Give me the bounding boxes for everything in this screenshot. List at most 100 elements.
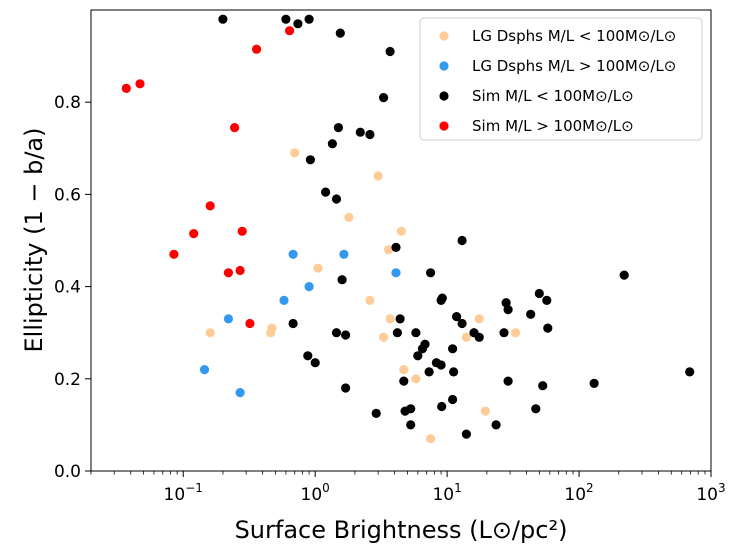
data-point-s2 [420,339,430,349]
y-axis-label: Ellipticity (1 − b/a) [20,128,48,353]
data-point-s0 [344,212,354,222]
data-point-s2 [355,127,365,137]
data-point-s0 [510,328,521,338]
data-point-s3 [252,44,262,54]
data-point-s0 [411,374,421,384]
data-point-s2 [531,404,541,414]
data-point-s2 [304,14,314,24]
data-point-s2 [685,367,695,377]
data-point-s2 [474,332,484,342]
data-point-s2 [327,139,337,149]
data-point-s2 [503,305,513,315]
data-point-s1 [199,365,210,375]
legend-box [419,17,703,141]
data-point-s2 [413,351,423,361]
x-tick-label: 100 [301,481,330,505]
data-point-s2 [452,312,462,322]
data-point-s2 [461,429,471,439]
data-point-s2 [341,330,351,340]
data-point-s2 [589,378,599,388]
x-tick-label: 102 [564,481,593,505]
y-tick-label: 0.2 [54,370,81,390]
data-point-s2 [406,404,416,414]
data-point-s2 [379,93,389,103]
data-point-s0 [373,171,383,181]
data-point-s2 [218,14,228,24]
data-point-s2 [337,275,347,285]
data-point-s2 [406,420,416,430]
legend-label: Sim M/L < 100M⊙/L⊙ [472,87,634,105]
data-point-s3 [230,123,240,133]
y-tick-label: 0.8 [54,93,81,113]
data-point-s2 [543,323,553,333]
legend: LG Dsphs M/L < 100M⊙/L⊙ LG Dsphs M/L > 10… [419,17,703,141]
y-axis: 0.0 0.2 0.4 0.6 0.8 [54,93,91,482]
data-point-s2 [310,358,320,368]
data-point-s0 [399,365,409,375]
data-point-s0 [385,314,395,324]
data-point-s2 [333,123,343,133]
data-point-s2 [503,376,513,386]
data-point-s0 [461,332,471,342]
plot-frame [90,9,712,472]
data-point-s0 [480,406,490,416]
data-point-s2 [457,318,467,329]
data-point-s3 [205,201,215,211]
data-point-s2 [305,155,315,165]
data-point-s2 [281,14,291,24]
data-point-s1 [339,249,349,259]
data-point-s2 [399,376,409,386]
data-point-s2 [331,194,342,204]
data-point-s2 [542,295,552,305]
data-point-s2 [449,367,459,377]
y-tick-label: 0.4 [54,278,81,298]
data-point-s3 [245,318,255,329]
x-tick-label: 10−1 [164,481,203,505]
data-point-s0 [474,314,484,324]
data-point-s2 [331,328,342,338]
legend-marker [439,91,449,101]
y-tick-label: 0.0 [54,462,81,482]
data-point-s3 [285,26,295,36]
data-point-s0 [396,226,406,236]
data-point-s2 [501,298,511,308]
x-tick-label: 101 [432,481,461,505]
x-tick-label: 103 [696,481,725,505]
points-layer [121,14,695,444]
data-point-s2 [303,351,313,361]
data-point-s2 [411,328,421,338]
data-point-s2 [499,328,509,338]
x-axis-label: Surface Brightness (L⊙/pc²) [235,516,568,544]
data-point-s2 [619,270,629,280]
data-point-s2 [392,328,402,338]
data-point-s0 [267,323,277,333]
x-axis: 10−1 100 101 102 103 [90,471,726,505]
data-point-s1 [279,295,289,305]
data-point-s2 [437,293,447,303]
data-point-s2 [526,309,536,319]
data-point-s1 [223,314,233,324]
data-point-s3 [237,226,247,236]
data-point-s3 [235,265,245,276]
data-point-s2 [293,19,303,29]
data-point-s3 [189,229,199,239]
data-point-s2 [457,235,467,246]
data-point-s2 [395,314,405,324]
data-point-s1 [304,282,314,292]
y-tick-label: 0.6 [54,185,81,205]
data-point-s3 [169,249,179,259]
legend-label: LG Dsphs M/L > 100M⊙/L⊙ [472,57,676,75]
data-point-s0 [365,295,375,305]
data-point-s2 [335,28,345,38]
data-point-s2 [288,318,298,329]
legend-label: LG Dsphs M/L < 100M⊙/L⊙ [472,27,676,45]
data-point-s1 [391,268,401,278]
data-point-s1 [288,249,298,259]
data-point-s0 [384,245,394,255]
legend-label: Sim M/L > 100M⊙/L⊙ [472,117,634,135]
data-point-s2 [534,288,544,299]
data-point-s1 [235,388,245,398]
data-point-s0 [290,148,300,158]
data-point-s2 [424,367,434,377]
data-point-s3 [135,79,145,89]
